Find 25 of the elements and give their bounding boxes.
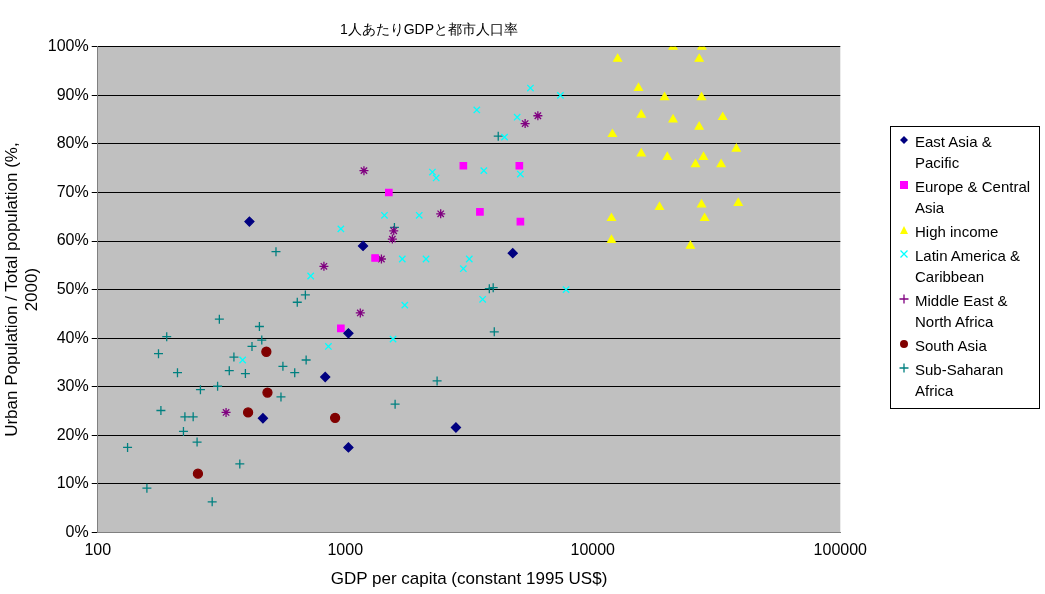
legend-label: Middle East & North Africa [915,291,1009,332]
chart-title: 1人あたりGDPと都市人口率 [339,21,519,38]
y-tick-label: 30% [56,377,89,395]
y-tick-label: 100% [47,37,89,55]
y-tick-label: 20% [56,425,89,443]
y-tick-label: 60% [56,231,89,249]
legend-label: Sub-Saharan Africa [915,360,1005,401]
y-axis-title: Urban Population / Total population (%, 2000) [1,142,42,437]
x-axis-title: GDP per capita (constant 1995 US$) [330,569,608,589]
x-tick-label: 100 [84,541,112,559]
y-tick-label: 70% [56,182,89,200]
legend-label: High income [915,222,1000,242]
y-tick-label: 40% [56,328,89,346]
x-tick-label: 10000 [570,541,616,559]
x-tick-label: 100000 [813,541,868,559]
legend-label: East Asia & Pacific [915,132,993,173]
y-tick-label: 50% [56,280,89,298]
y-tick-label: 90% [56,85,89,103]
legend-label: Europe & Central Asia [915,177,1032,218]
y-tick-label: 0% [65,522,89,540]
legend-label: South Asia [915,336,988,356]
x-tick-label: 1000 [327,541,364,559]
y-tick-label: 80% [56,134,89,152]
legend-label: Latin America & Caribbean [915,246,1022,287]
y-tick-label: 10% [56,474,89,492]
